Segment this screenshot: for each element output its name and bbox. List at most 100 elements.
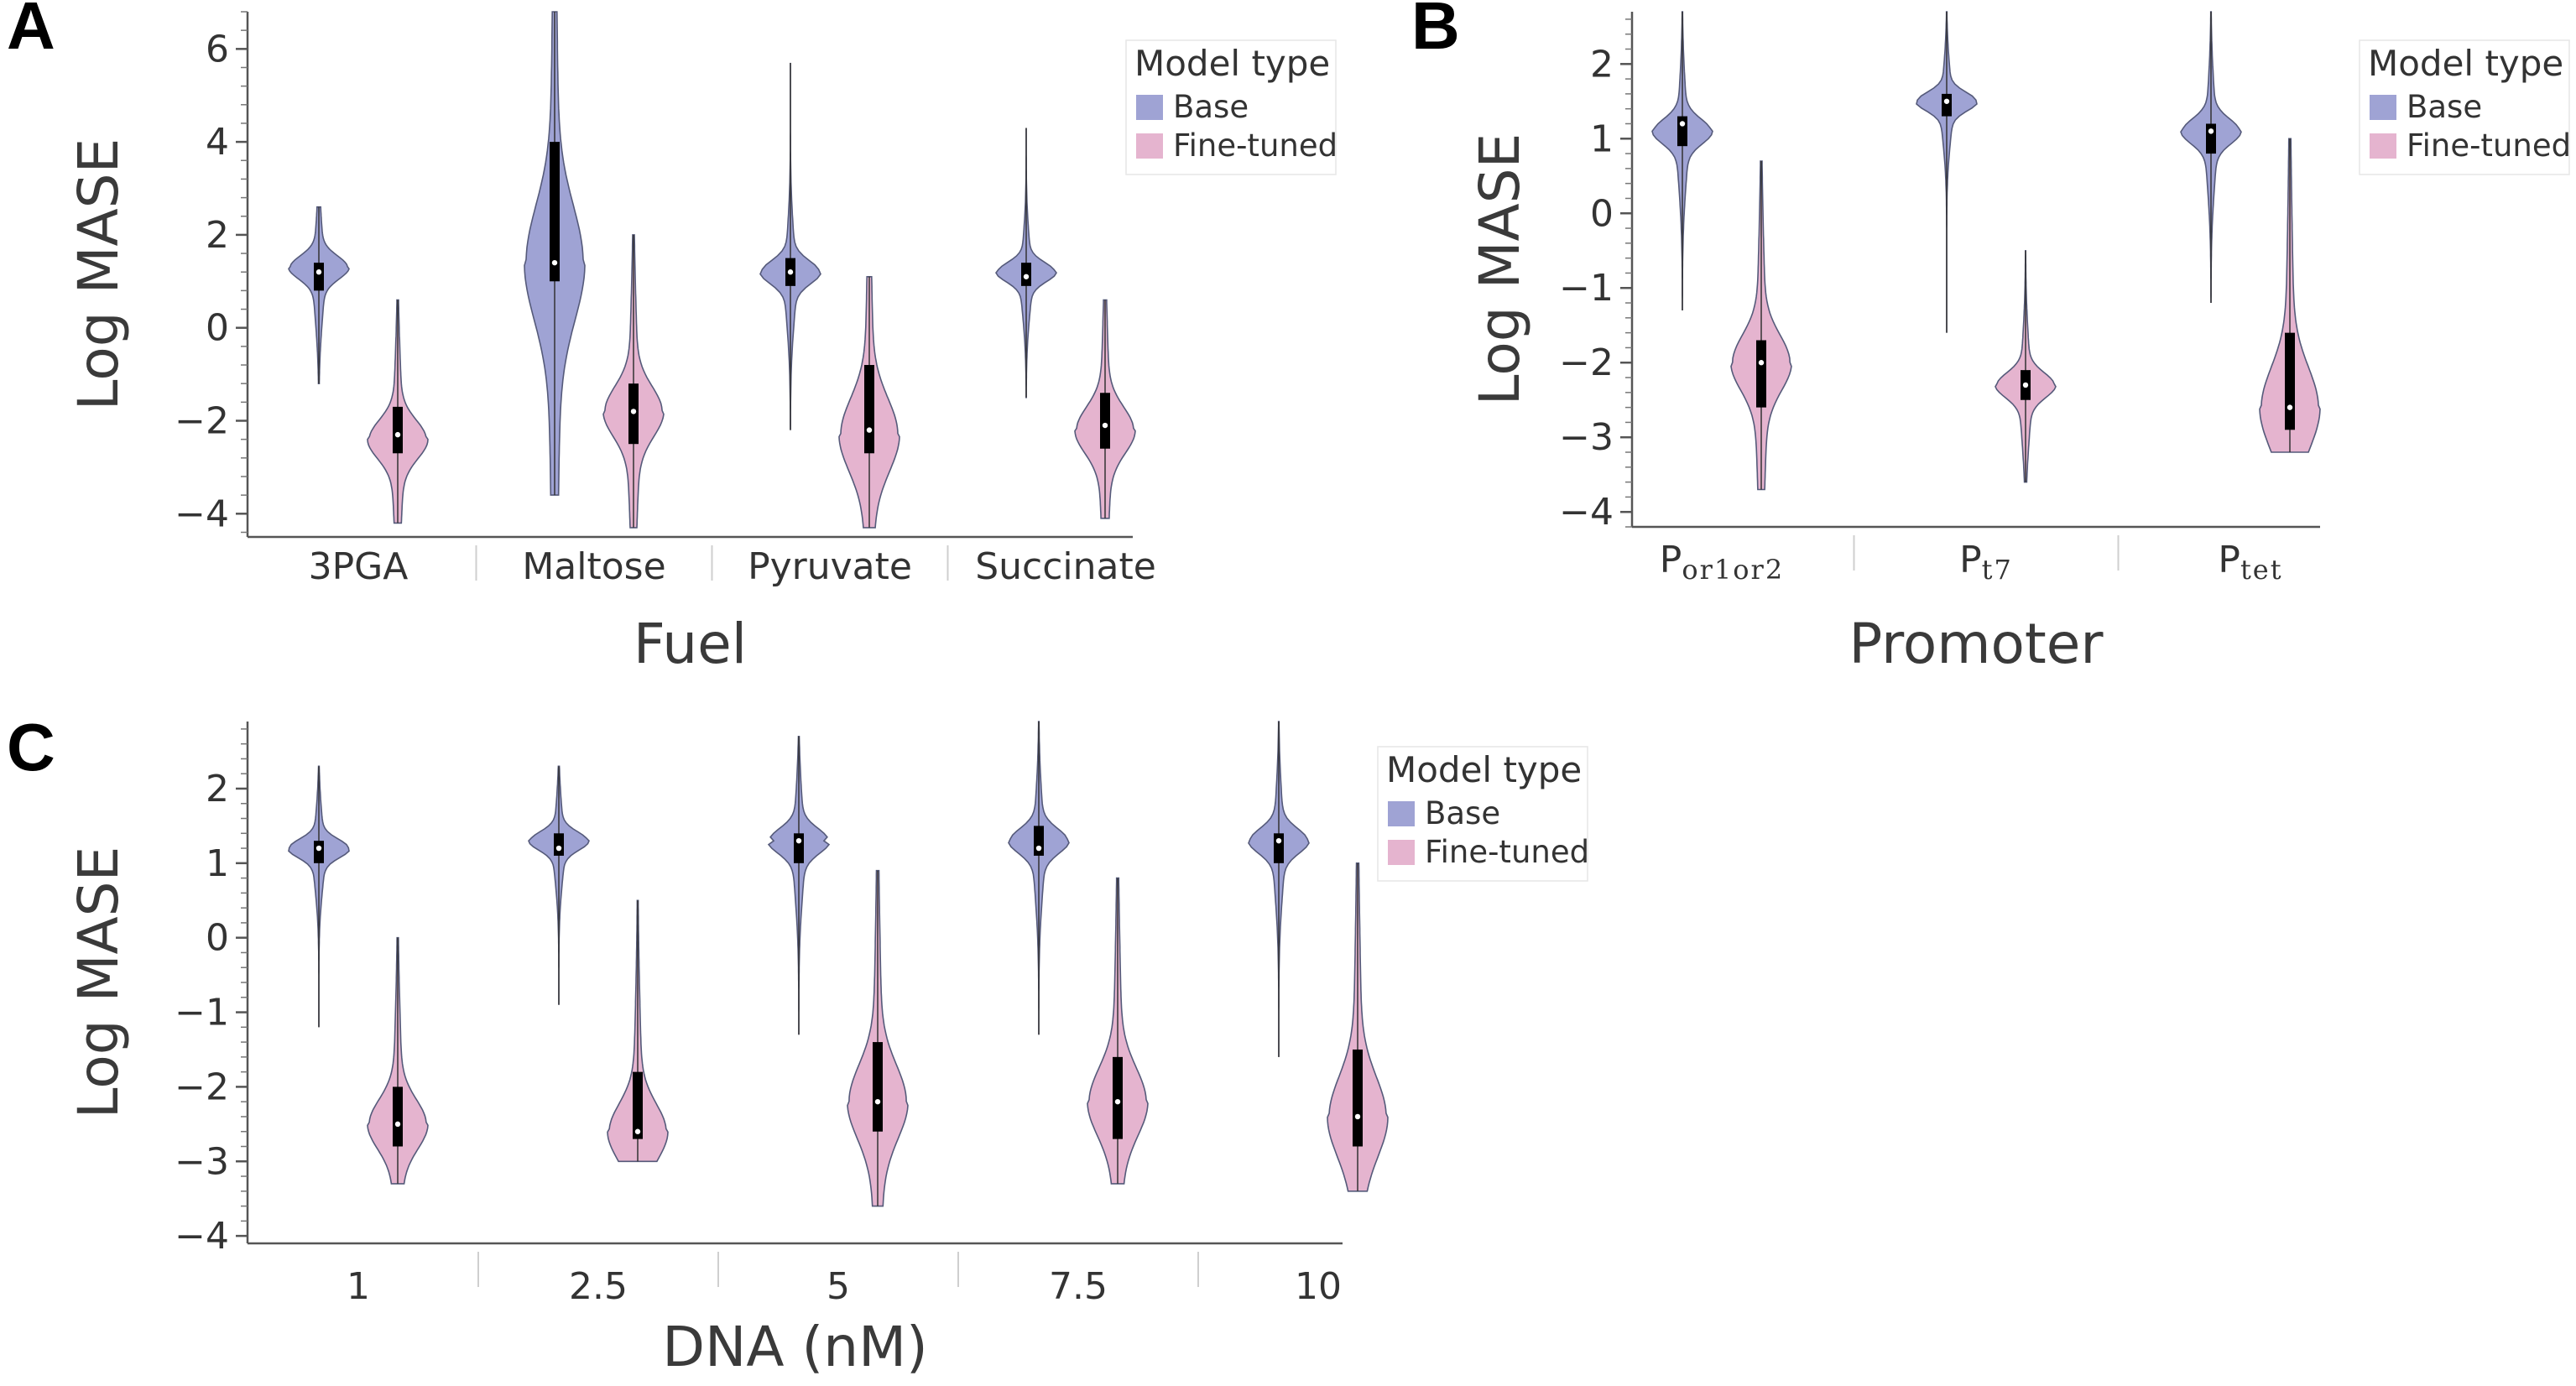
violin-median-dot — [394, 1121, 401, 1128]
violin-iqr-box — [550, 142, 560, 282]
legend-label: Base — [2407, 89, 2482, 125]
violin-median-dot — [1102, 422, 1108, 429]
violin-median-dot — [315, 845, 322, 852]
x-tick-label: 7.5 — [1049, 1265, 1108, 1308]
violin-median-dot — [315, 269, 322, 275]
violin-iqr-box — [2285, 332, 2295, 430]
violin-median-dot — [2022, 382, 2029, 388]
y-tick-label: 1 — [1590, 117, 1614, 160]
panel-letter: C — [7, 710, 55, 784]
y-tick-label: −4 — [175, 492, 229, 535]
panel-letter: B — [1411, 0, 1460, 63]
violin-iqr-box — [393, 406, 403, 454]
violin-iqr-box — [1274, 833, 1284, 863]
y-axis-title: Log MASE — [66, 138, 131, 411]
y-tick-label: 2 — [206, 214, 229, 257]
y-tick-label: −1 — [1559, 267, 1614, 310]
y-tick-label: 0 — [206, 307, 229, 350]
y-tick-label: −1 — [175, 992, 229, 1034]
violin-iqr-box — [314, 263, 324, 291]
violin-median-dot — [1035, 845, 1042, 852]
y-axis-title: Log MASE — [66, 847, 131, 1119]
violin-iqr-box — [393, 1086, 403, 1147]
violin-median-dot — [874, 1098, 881, 1105]
y-tick-label: 0 — [1590, 192, 1614, 235]
legend-title: Model type — [1386, 749, 1582, 790]
violin-iqr-box — [314, 841, 324, 863]
violin-median-dot — [1275, 837, 1282, 844]
x-tick-label: 3PGA — [309, 545, 409, 588]
panel-a: A −4 −2 0 2 4 6 Log MASE Fuel 3PGA Maltose Pyruvate… — [7, 0, 1338, 676]
x-tick-label: 2.5 — [569, 1265, 628, 1308]
y-tick-label: 6 — [206, 28, 229, 70]
legend-title: Model type — [1134, 43, 1330, 84]
x-axis-title: Fuel — [634, 612, 747, 676]
x-tick-label: Maltose — [522, 545, 665, 588]
violin-median-dot — [555, 845, 562, 852]
legend-swatch — [2370, 95, 2396, 120]
legend-swatch — [1388, 840, 1415, 865]
x-tick-label: 10 — [1295, 1265, 1342, 1308]
violin-iqr-box — [794, 833, 804, 863]
legend-swatch — [1388, 801, 1415, 826]
panel-letter: A — [7, 0, 55, 63]
y-tick-label: −2 — [175, 1066, 229, 1108]
legend-label: Fine-tuned — [1173, 128, 1338, 164]
legend-label: Fine-tuned — [1425, 834, 1589, 870]
panel-c: C −4 −3 −2 −1 0 1 2 Log MASE DNA (nM) 1 2.5 5 7.5 10 Mo… — [7, 710, 1589, 1379]
x-tick-label: 1 — [347, 1265, 370, 1308]
violin-median-dot — [1354, 1113, 1361, 1120]
x-tick-label: Pt7 — [1959, 539, 2013, 586]
y-tick-label: −3 — [175, 1140, 229, 1183]
violin-iqr-box — [1942, 93, 1952, 117]
x-tick-label: Succinate — [975, 545, 1156, 588]
violin-median-dot — [787, 269, 794, 275]
x-tick-label: Por1or2 — [1660, 539, 1784, 586]
violin-median-dot — [394, 431, 401, 438]
panel-b: B −4 −3 −2 −1 0 1 2 Log MASE Promoter Por1or2 Pt7 Pt… — [1411, 0, 2571, 676]
y-tick-label: 2 — [206, 768, 229, 810]
legend-label: Base — [1173, 89, 1249, 125]
x-tick-label: Ptet — [2218, 539, 2282, 586]
legend-swatch — [1136, 133, 1163, 159]
violin-iqr-box — [1113, 1056, 1123, 1139]
violin-iqr-box — [1353, 1049, 1363, 1147]
violin-iqr-box — [554, 833, 564, 856]
violin-median-dot — [630, 409, 637, 414]
violin-median-dot — [1679, 121, 1686, 127]
x-tick-label: Pyruvate — [748, 545, 912, 588]
y-tick-label: −4 — [1559, 491, 1614, 534]
violin-iqr-box — [633, 1071, 643, 1139]
violin-iqr-box — [873, 1042, 883, 1132]
y-tick-label: −2 — [175, 400, 229, 443]
violin-iqr-box — [2206, 123, 2216, 154]
legend-label: Fine-tuned — [2407, 128, 2571, 164]
x-axis-title: Promoter — [1849, 612, 2104, 676]
x-tick-label: 5 — [827, 1265, 850, 1308]
y-tick-label: −4 — [175, 1215, 229, 1258]
violin-median-dot — [1943, 98, 1950, 104]
violin-iqr-box — [864, 365, 874, 454]
y-tick-label: 0 — [206, 917, 229, 960]
legend-swatch — [2370, 133, 2396, 159]
violin-iqr-box — [1756, 340, 1766, 408]
violin-median-dot — [1023, 274, 1030, 279]
x-axis-title: DNA (nM) — [662, 1315, 928, 1379]
y-tick-label: −3 — [1559, 416, 1614, 459]
y-tick-label: 2 — [1590, 43, 1614, 86]
legend-title: Model type — [2368, 43, 2563, 84]
violin-median-dot — [551, 259, 558, 266]
y-tick-label: 4 — [206, 121, 229, 164]
y-tick-label: 1 — [206, 842, 229, 885]
violin-iqr-box — [1677, 116, 1687, 147]
violin-median-dot — [2287, 404, 2293, 410]
violin-iqr-box — [1034, 826, 1044, 856]
violin-median-dot — [795, 837, 802, 844]
violin-iqr-box — [1100, 393, 1110, 449]
legend-label: Base — [1425, 795, 1500, 831]
violin-median-dot — [2208, 128, 2214, 134]
